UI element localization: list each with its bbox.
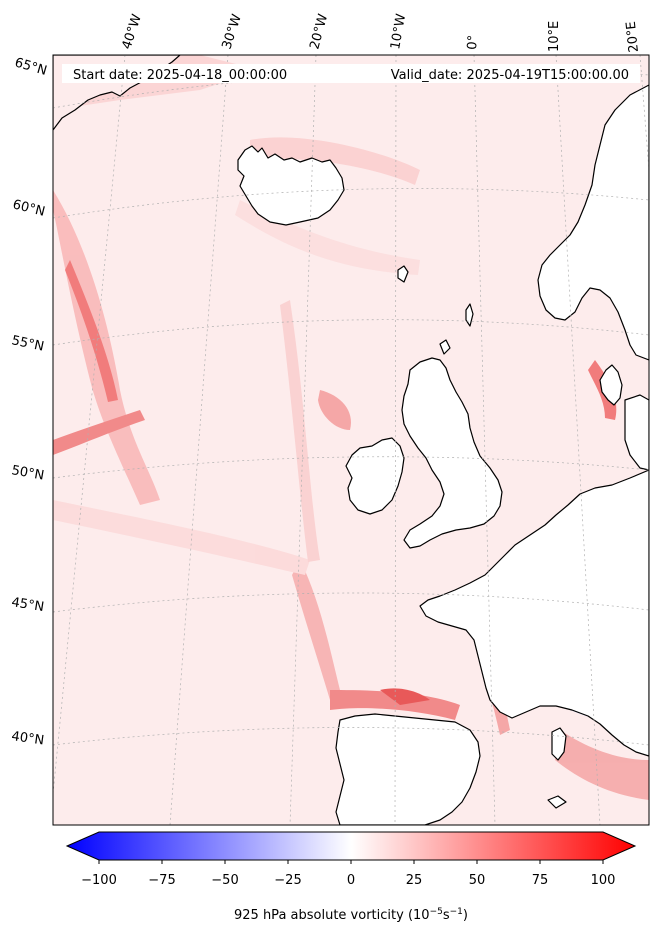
start-date: Start date: 2025-04-18_00:00:00 (73, 68, 287, 83)
colorbar-tick-label: 0 (347, 873, 355, 888)
orkney (439, 339, 451, 355)
colorbar-tick-label: −50 (211, 873, 238, 888)
header-strip (62, 64, 640, 83)
lon-label-10w: 10°W (388, 13, 409, 51)
colorbar-tick-label: −25 (274, 873, 301, 888)
lat-label-45n: 45°N (10, 595, 45, 615)
graticule (53, 55, 649, 825)
faroe (397, 265, 409, 283)
balearic (547, 795, 567, 809)
iberia (335, 713, 481, 825)
colorbar-label: 925 hPa absolute vorticity (10−5s−1) (234, 907, 468, 923)
colorbar-tick-label: 75 (532, 873, 549, 888)
colorbar-tick-label: 25 (406, 873, 423, 888)
lon-label-10e: 10°E (547, 21, 562, 52)
lon-label-20e: 20°E (624, 20, 642, 53)
latitude-labels: 65°N 60°N 55°N 50°N 45°N 40°N (10, 55, 48, 748)
iceland (237, 145, 345, 226)
map-frame (52, 54, 650, 826)
denmark-sweden (599, 364, 649, 471)
colorbar-tick-label: 50 (469, 873, 486, 888)
lon-label-0: 0° (465, 34, 481, 50)
colorbar-body (65, 831, 637, 861)
lat-label-55n: 55°N (10, 333, 45, 354)
colorbar-tick-label: −75 (148, 873, 175, 888)
lat-label-50n: 50°N (10, 463, 45, 483)
great-britain (401, 357, 503, 549)
shetland (465, 303, 474, 327)
ocean-field (53, 55, 649, 825)
lon-label-40w: 40°W (120, 12, 145, 51)
lon-label-30w: 30°W (220, 12, 245, 51)
colorbar-tick-label: −100 (81, 873, 117, 888)
map-area: Start date: 2025-04-18_00:00:00 Valid_da… (53, 55, 649, 825)
lat-label-40n: 40°N (10, 729, 45, 748)
lat-label-60n: 60°N (11, 197, 46, 219)
colorbar-tick-label: 100 (591, 873, 616, 888)
lat-label-65n: 65°N (13, 55, 49, 78)
valid-date: Valid_date: 2025-04-19T15:00:00.00 (391, 68, 629, 83)
colorbar: −100 −75 −50 −25 0 25 50 75 100 925 hPa absolute… (65, 831, 637, 923)
scandinavia (537, 84, 649, 361)
longitude-labels: 40°W 30°W 20°W 10°W 0° 10°E 20°E (120, 12, 642, 53)
colorbar-ticks: −100 −75 −50 −25 0 25 50 75 100 (81, 860, 615, 888)
lon-label-20w: 20°W (307, 12, 331, 51)
ireland (345, 437, 405, 515)
